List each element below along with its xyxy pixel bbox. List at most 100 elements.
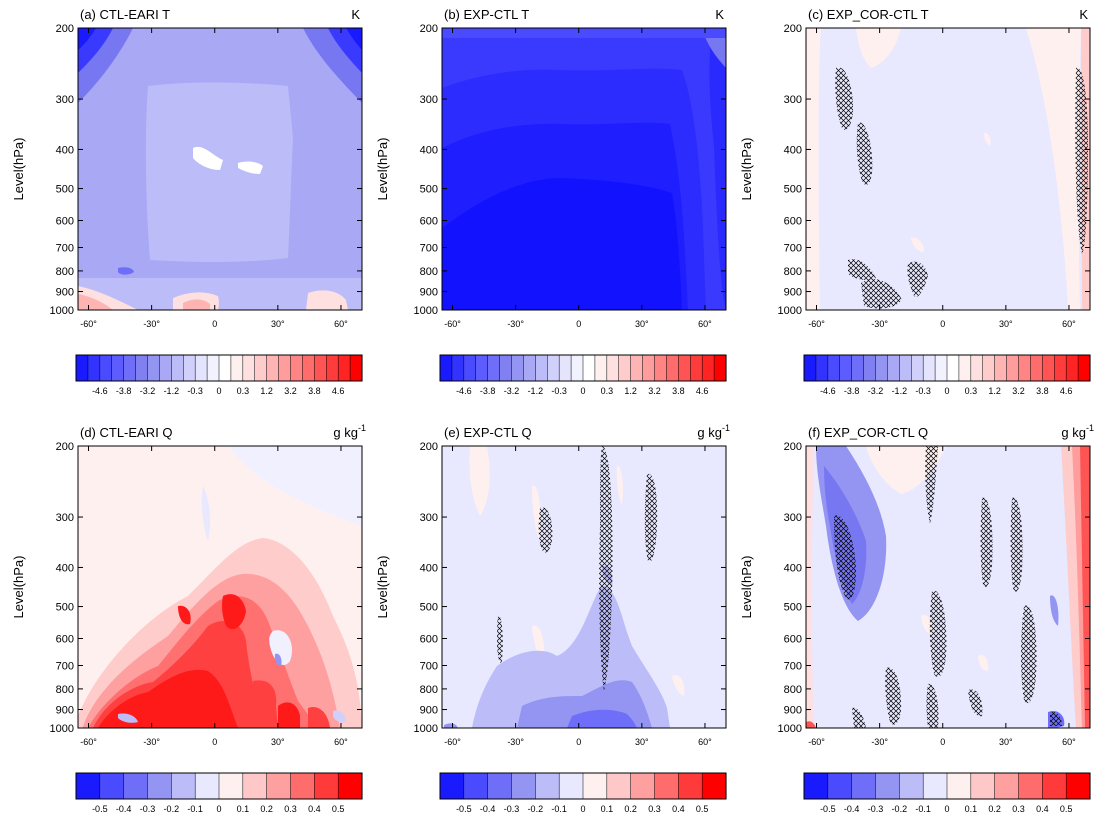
colorbar-swatch [690, 354, 703, 382]
colorbar-swatch [1077, 354, 1091, 382]
colorbar-frame [803, 772, 1091, 800]
y-tick-label: 1000 [414, 723, 438, 735]
y-tick-label: 400 [56, 144, 74, 156]
colorbar-label: -4.6 [456, 386, 472, 396]
colorbar-swatch [487, 354, 501, 382]
colorbar-label: 0.3 [237, 386, 250, 396]
x-tick-label: 60° [1062, 737, 1076, 747]
colorbar-label: -3.2 [140, 386, 156, 396]
colorbar-label: 3.8 [1036, 386, 1049, 396]
panel-title: (f) EXP_COR-CTL Q [808, 425, 928, 440]
colorbar-label: 0 [580, 804, 585, 814]
colorbar-label: 1.2 [988, 386, 1001, 396]
y-tick-label: 400 [420, 562, 438, 574]
y-tick-label: 300 [56, 94, 74, 106]
colorbar-swatch [1042, 772, 1067, 800]
colorbar-swatch [606, 354, 620, 382]
x-tick-label: 30° [635, 737, 649, 747]
colorbar-swatch [851, 772, 877, 800]
y-tick-label: 400 [420, 144, 438, 156]
y-tick-label: 800 [784, 684, 802, 696]
x-tick-label: 0 [212, 737, 217, 747]
colorbar-swatch [266, 772, 292, 800]
colorbar-swatch [314, 354, 327, 382]
y-tick-label: 1000 [778, 305, 802, 317]
y-tick-label: 800 [56, 266, 74, 278]
colorbar-label: 3.8 [672, 386, 685, 396]
colorbar-swatch [958, 354, 972, 382]
y-tick-label: 600 [420, 215, 438, 227]
colorbar: -0.5 -0.4 -0.3 -0.2 -0.1 0 0.1 0.2 0.3 0.4 0.5 [75, 772, 363, 814]
y-tick-label: 700 [56, 661, 74, 673]
x-tick-label: 0 [212, 319, 217, 329]
x-tick-label: -30° [507, 737, 524, 747]
colorbar-swatch [463, 354, 477, 382]
y-tick-label: 700 [420, 661, 438, 673]
y-tick-label: 900 [784, 705, 802, 717]
colorbar-swatch [218, 772, 244, 800]
colorbar-swatch [1018, 772, 1043, 800]
colorbar-swatch [803, 354, 817, 382]
y-tick-label: 600 [420, 633, 438, 645]
y-tick-label: 1000 [414, 305, 438, 317]
colorbar-swatch [654, 354, 667, 382]
colorbar-swatch [970, 772, 996, 800]
colorbar-label: -0.3 [915, 386, 931, 396]
panel-unit: K [351, 7, 360, 22]
colorbar-swatch [254, 354, 268, 382]
colorbar-label: 0.4 [1036, 804, 1049, 814]
colorbar-label: -1.2 [164, 386, 180, 396]
colorbar-label: -0.2 [528, 804, 544, 814]
x-tick-label: 30° [999, 319, 1013, 329]
y-tick-label: 300 [56, 512, 74, 524]
y-axis-label: Level(hPa) [375, 138, 390, 201]
colorbar: -0.5 -0.4 -0.3 -0.2 -0.1 0 0.1 0.2 0.3 0.4 0.5 [803, 772, 1091, 814]
colorbar-swatch [171, 772, 196, 800]
colorbar-swatch [1065, 772, 1091, 800]
colorbar-swatch [171, 354, 184, 382]
colorbar-swatch [922, 772, 948, 800]
colorbar-swatch [487, 772, 513, 800]
x-tick-label: 30° [999, 737, 1013, 747]
y-tick-label: 700 [784, 661, 802, 673]
colorbar-swatch [994, 354, 1008, 382]
panel-f [805, 445, 1091, 729]
colorbar-swatch [302, 354, 315, 382]
y-tick-label: 500 [420, 184, 438, 196]
y-axis-label: Level(hPa) [11, 556, 26, 619]
colorbar-swatch [642, 354, 656, 382]
colorbar-label: -0.3 [187, 386, 203, 396]
colorbar-label: -3.8 [844, 386, 860, 396]
colorbar-label: 0.1 [601, 804, 614, 814]
colorbar-label: 0.2 [624, 804, 637, 814]
y-tick-label: 700 [784, 243, 802, 255]
y-tick-label: 500 [56, 602, 74, 614]
colorbar-swatch [970, 354, 984, 382]
colorbar-label: 0.5 [1060, 804, 1073, 814]
colorbar-swatch [899, 354, 912, 382]
y-tick-label: 400 [784, 144, 802, 156]
panel-title: (a) CTL-EARI T [80, 7, 170, 22]
colorbar-swatch [451, 354, 465, 382]
panel-c [805, 27, 1091, 311]
y-tick-label: 900 [56, 705, 74, 717]
colorbar-swatch [803, 772, 829, 800]
colorbar-swatch [701, 354, 715, 382]
y-tick-label: 500 [56, 184, 74, 196]
colorbar-swatch [570, 354, 584, 382]
panel-a [77, 27, 363, 311]
colorbar-swatch [499, 354, 513, 382]
colorbar-label: -0.1 [551, 804, 567, 814]
colorbar-swatch [278, 354, 292, 382]
colorbar-swatch [111, 354, 125, 382]
colorbar-label: 0.2 [260, 804, 273, 814]
panel-unit: K [715, 7, 724, 22]
colorbar-swatch [678, 354, 691, 382]
colorbar-swatch [75, 772, 101, 800]
colorbar-label: -0.3 [504, 804, 520, 814]
colorbar-swatch [1018, 354, 1031, 382]
colorbar-frame [803, 354, 1091, 382]
colorbar-label: 3.2 [1012, 386, 1025, 396]
x-tick-label: 0 [576, 319, 581, 329]
colorbar-label: 0.4 [308, 804, 321, 814]
